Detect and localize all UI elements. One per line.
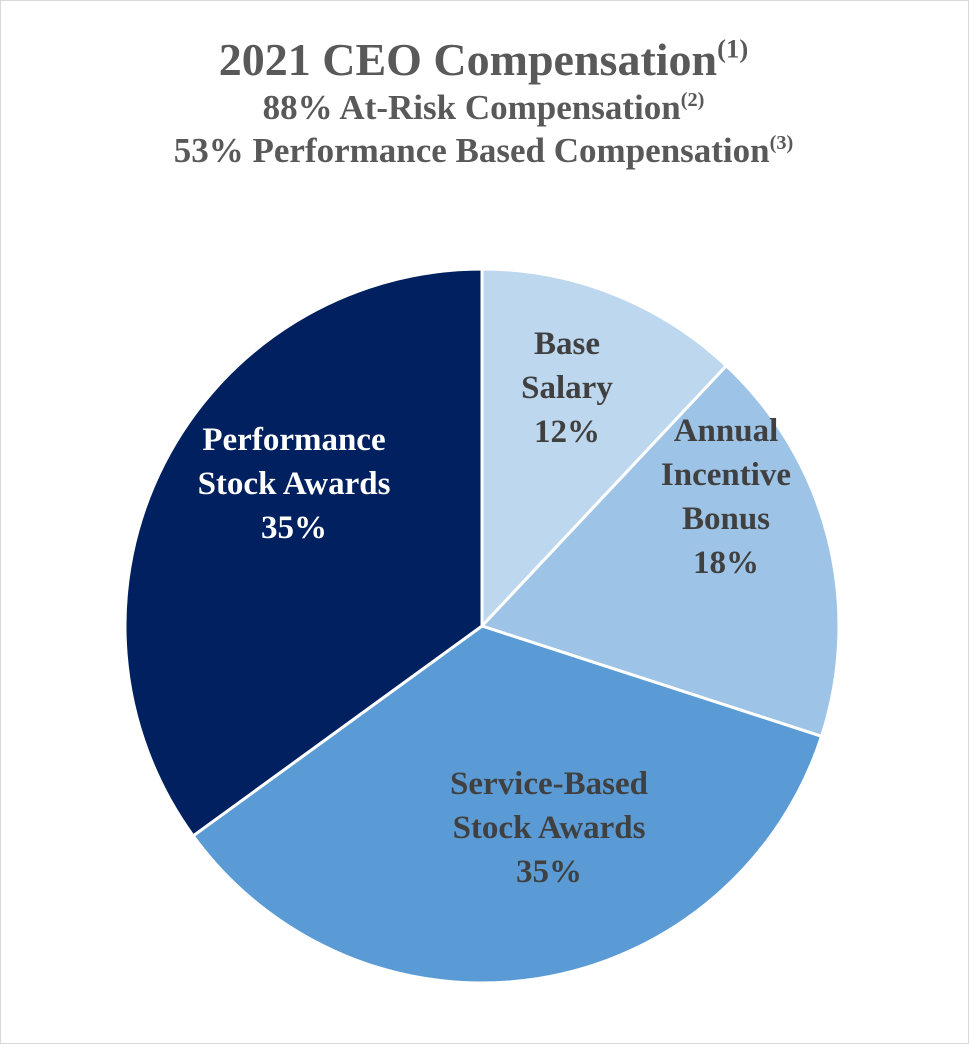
slice-label-base-salary: Base Salary 12% [521, 326, 613, 450]
slice-label-service-based-stock-awards: Service-Based Stock Awards 35% [450, 766, 648, 890]
slice-label-line: Bonus [682, 501, 770, 537]
pie-slice-base-salary [480, 267, 728, 628]
chart-subtitle-at-risk: 88% At-Risk Compensation(2) [262, 88, 705, 127]
slice-label-performance-stock-awards: Performance Stock Awards 35% [198, 422, 391, 546]
chart-titles: 2021 CEO Compensation(1) 88% At-Risk Com… [0, 34, 967, 172]
chart-title-footnote: (1) [717, 33, 749, 64]
pie-slice-performance-stock-awards [123, 267, 484, 838]
slice-label-line: Stock Awards [198, 466, 391, 502]
slice-label-annual-incentive-bonus: Annual Incentive Bonus 18% [661, 413, 791, 581]
slice-percent: 12% [534, 414, 600, 450]
pie-slice-annual-incentive-bonus [480, 364, 841, 738]
slice-percent: 35% [261, 510, 327, 546]
slice-label-line: Salary [521, 370, 613, 406]
pie-slice-service-based-stock-awards [191, 624, 824, 985]
slice-label-line: Base [534, 326, 600, 362]
slice-label-line: Annual [674, 413, 779, 449]
slice-label-line: Performance [202, 422, 385, 458]
slice-percent: 35% [516, 854, 582, 890]
subtitle-performance-footnote: (3) [769, 131, 794, 154]
chart-title: 2021 CEO Compensation(1) [218, 33, 749, 85]
slice-percent: 18% [693, 545, 759, 581]
slice-label-line: Stock Awards [453, 810, 646, 846]
subtitle-at-risk-footnote: (2) [680, 88, 705, 111]
slice-label-line: Service-Based [450, 766, 648, 802]
slice-label-line: Incentive [661, 457, 791, 493]
chart-subtitle-performance: 53% Performance Based Compensation(3) [173, 131, 794, 170]
